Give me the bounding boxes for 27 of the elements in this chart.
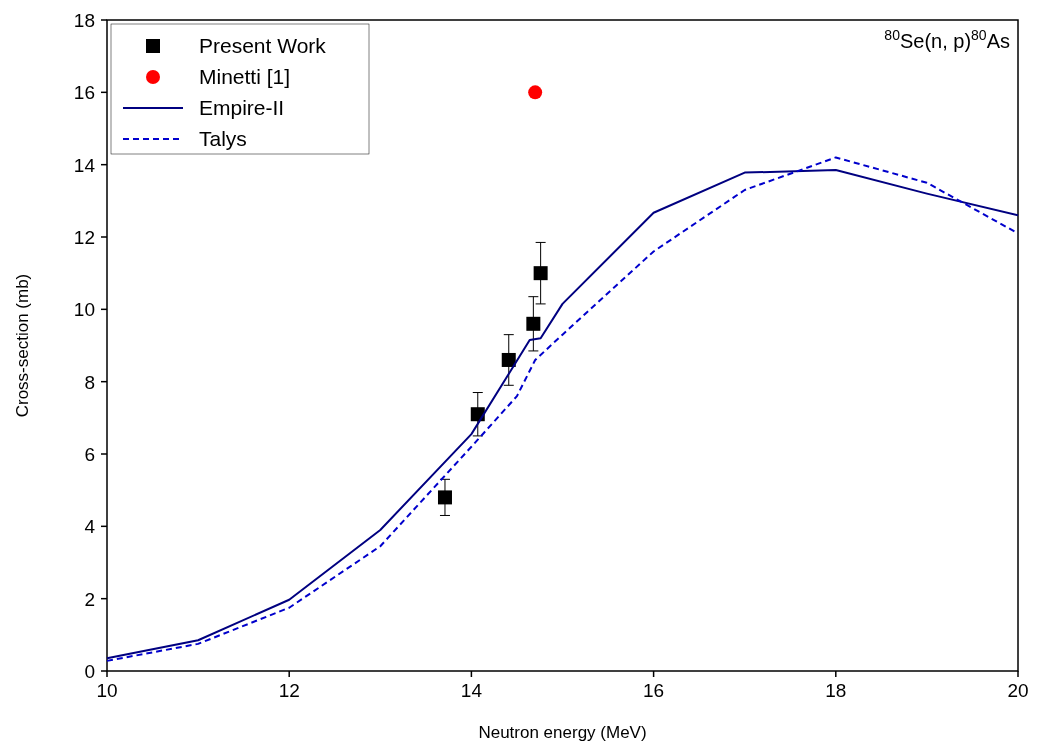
x-tick-label: 18 [825, 680, 847, 701]
x-tick-label: 14 [460, 680, 483, 701]
y-tick-label: 18 [73, 10, 95, 31]
x-tick-label: 16 [643, 680, 665, 701]
point [526, 316, 541, 331]
legend-label: Empire-II [199, 96, 285, 119]
point [501, 352, 516, 367]
y-tick-label: 8 [84, 371, 95, 393]
y-tick-label: 2 [84, 588, 95, 610]
point [437, 490, 452, 505]
legend-label: Talys [199, 127, 247, 150]
x-tick-label: 20 [1007, 680, 1029, 701]
y-tick-label: 16 [73, 82, 95, 104]
y-tick-label: 14 [73, 154, 96, 176]
y-tick-label: 4 [84, 516, 96, 538]
annotation: $^{80}$Se(n, p)$^{80}$As [884, 27, 1010, 52]
y-tick-label: 6 [84, 444, 95, 465]
y-axis-title: Cross-section (mb) [13, 273, 32, 418]
point [533, 266, 548, 281]
x-tick-label: 12 [278, 680, 300, 701]
legend-label: Present Work [199, 34, 327, 57]
legend-label: Minetti [1] [199, 65, 291, 88]
y-tick-label: 10 [73, 299, 95, 321]
point [528, 85, 543, 100]
y-tick-label: 0 [84, 661, 95, 682]
x-axis-title: Neutron energy (MeV) [478, 723, 647, 742]
y-tick-label: 12 [73, 227, 95, 248]
